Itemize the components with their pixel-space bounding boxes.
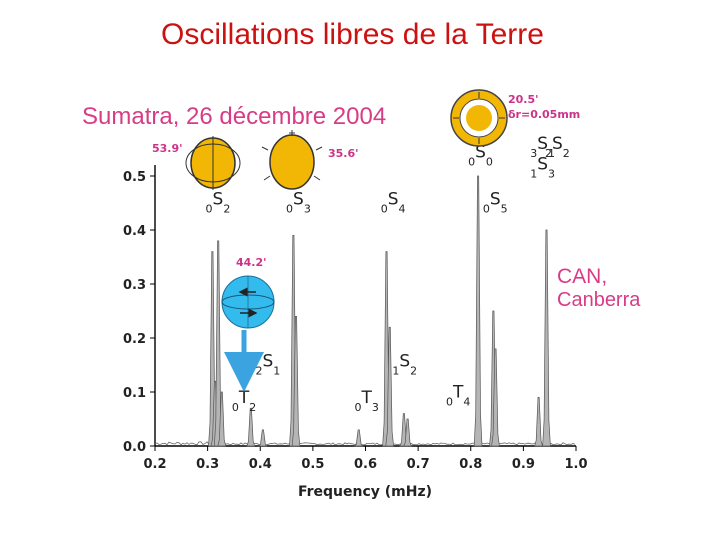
mode-label: 1S2 [392, 351, 417, 377]
x-tick-label: 0.2 [143, 457, 166, 472]
mode-label: 0S0 [468, 142, 493, 168]
mode-inset-0s0: 20.5' δr=0.05mm [450, 89, 580, 147]
x-axis-label: Frequency (mHz) [298, 484, 432, 500]
x-tick-label: 0.6 [354, 457, 377, 472]
inset-period-s2: 53.9' [152, 142, 183, 155]
x-tick-label: 0.9 [512, 457, 535, 472]
x-tick-label: 0.3 [196, 457, 219, 472]
inset-period-t2: 44.2' [236, 256, 267, 269]
spectral-peaks [208, 175, 551, 447]
mode-label: 0T2 [232, 388, 256, 414]
mode-label: 2S2 [545, 134, 570, 160]
mode-label: 0T3 [354, 388, 378, 414]
station-label-line1: CAN, [557, 265, 607, 288]
y-tick-label: 0.1 [123, 386, 146, 401]
spectral-peak [246, 407, 256, 447]
spectral-peak [473, 175, 483, 447]
mode-inset-0s3: 35.6' [261, 130, 359, 190]
event-title: Sumatra, 26 décembre 2004 [82, 103, 386, 130]
spectral-peak [217, 391, 227, 447]
mode-label: 0S3 [286, 189, 311, 215]
mode-label: 1S3 [530, 154, 555, 180]
slide-title: Oscillations libres de la Terre [161, 18, 544, 51]
y-tick-label: 0.5 [123, 170, 146, 185]
earth-s3-icon [269, 134, 315, 190]
spectral-peak [385, 326, 394, 447]
x-tick-label: 0.8 [459, 457, 482, 472]
inset-period-s3: 35.6' [328, 147, 359, 160]
spectral-peak [534, 397, 543, 447]
mode-label: 3S1 [530, 134, 555, 160]
spectral-peak [542, 229, 551, 447]
mode-label: 2S1 [256, 351, 281, 377]
spectral-peak [403, 418, 413, 447]
spectral-peak [354, 429, 364, 447]
y-tick-label: 0.4 [123, 224, 146, 239]
x-tick-label: 1.0 [564, 457, 587, 472]
x-tick-label: 0.7 [407, 457, 430, 472]
spectral-peak [291, 316, 301, 447]
inset-amplitude-s0: δr=0.05mm [508, 108, 580, 121]
y-tick-label: 0.2 [123, 332, 146, 347]
x-tick-label: 0.4 [249, 457, 272, 472]
spectral-peak [491, 348, 500, 447]
mode-inset-0s2: 53.9' [152, 136, 241, 190]
inset-period-s0: 20.5' [508, 93, 539, 106]
mode-label: 0T4 [446, 383, 470, 409]
station-label-line2: Canberra [557, 289, 641, 311]
spectral-peak [258, 429, 268, 447]
y-tick-label: 0.0 [123, 440, 146, 455]
mode-label: 0S5 [483, 189, 508, 215]
mode-label: 0S4 [381, 189, 406, 215]
mode-inset-0t2: 44.2' [221, 256, 275, 392]
y-tick-label: 0.3 [123, 278, 146, 293]
x-tick-label: 0.5 [301, 457, 324, 472]
mode-label: 0S2 [206, 189, 231, 215]
